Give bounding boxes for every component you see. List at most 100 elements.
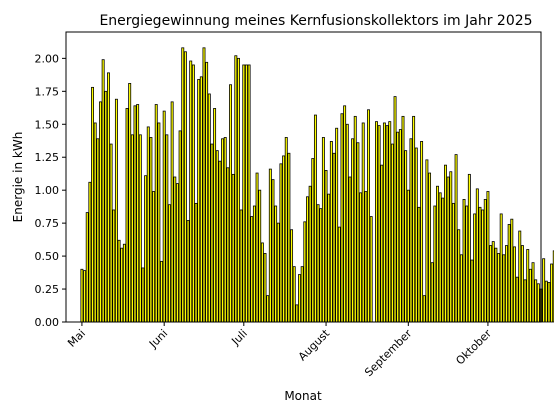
chart-title: Energiegewinnung meines Kernfusionskolle… — [99, 13, 532, 29]
bar — [531, 262, 535, 323]
bar — [441, 197, 445, 323]
bar — [205, 61, 209, 323]
bar — [229, 84, 232, 323]
bar — [138, 134, 142, 323]
y-tick-label: 0.25 — [35, 283, 60, 296]
y-tick-label: 1.00 — [35, 184, 60, 197]
bar — [329, 141, 333, 323]
bar — [175, 183, 179, 323]
bar — [449, 171, 453, 323]
bar — [510, 218, 514, 323]
bar — [377, 125, 381, 323]
bar — [380, 164, 384, 323]
bar — [247, 64, 251, 323]
bar — [292, 266, 296, 323]
bar — [210, 143, 214, 323]
bar — [133, 105, 137, 323]
bar — [491, 241, 495, 323]
bar — [194, 202, 198, 323]
bar — [130, 134, 134, 323]
bar — [502, 254, 506, 323]
bar — [425, 159, 429, 323]
bar — [263, 253, 267, 323]
bar — [417, 206, 421, 323]
bar — [128, 83, 132, 323]
bar — [91, 86, 94, 323]
bar — [146, 126, 150, 323]
bar — [515, 276, 519, 323]
y-axis: 0.00 0.25 0.50 0.75 1.00 1.25 1.50 1.75 2.00 — [35, 52, 66, 329]
bar — [284, 137, 288, 323]
bar — [266, 295, 270, 323]
y-tick-label: 2.00 — [35, 52, 60, 65]
bar — [332, 152, 336, 323]
bar — [306, 196, 309, 323]
bar — [547, 282, 551, 323]
bar — [404, 150, 408, 323]
bar — [494, 247, 498, 323]
bar — [481, 209, 485, 323]
bar — [398, 129, 402, 323]
bar — [136, 104, 140, 323]
bar — [290, 229, 294, 323]
bar — [321, 137, 325, 323]
bar — [218, 160, 222, 323]
bar — [454, 154, 458, 323]
bar — [234, 55, 238, 323]
bar — [112, 209, 116, 323]
bar — [276, 222, 280, 323]
bar — [165, 134, 169, 323]
bar — [287, 152, 291, 323]
bar — [359, 192, 363, 323]
bar — [141, 267, 145, 323]
bar — [430, 262, 434, 323]
bar — [459, 254, 463, 323]
bar — [353, 115, 357, 323]
y-tick-label: 1.75 — [35, 85, 60, 98]
bar — [268, 168, 272, 323]
bar — [213, 108, 217, 323]
bar — [528, 268, 532, 323]
bar — [478, 206, 482, 323]
bar — [120, 247, 124, 323]
bar — [99, 101, 102, 323]
bar — [345, 123, 349, 323]
bar — [497, 253, 501, 323]
bar — [197, 79, 201, 323]
bar — [252, 205, 256, 323]
bar — [311, 158, 315, 323]
bar — [406, 189, 410, 323]
bar — [422, 295, 426, 323]
bar — [513, 246, 516, 323]
bar — [96, 138, 100, 323]
bar — [199, 76, 203, 323]
bar — [470, 259, 474, 323]
bar — [255, 172, 259, 323]
bar — [162, 110, 166, 323]
bar — [324, 170, 328, 323]
bar — [327, 193, 331, 323]
bar — [282, 155, 286, 323]
y-tick-label: 0.00 — [35, 316, 60, 329]
bar — [189, 60, 193, 323]
bar — [223, 137, 227, 323]
bar — [499, 213, 503, 323]
bar — [367, 109, 370, 323]
bar — [154, 104, 158, 323]
bar — [279, 163, 283, 323]
bar — [274, 205, 278, 323]
bar — [295, 304, 299, 323]
bar — [313, 114, 317, 323]
bar — [520, 245, 524, 323]
y-tick-label: 0.75 — [35, 217, 60, 230]
bar — [107, 72, 110, 323]
bar — [473, 213, 477, 323]
bar — [160, 260, 163, 323]
bar — [231, 173, 235, 323]
bar — [451, 202, 455, 323]
bar — [446, 176, 450, 323]
bar — [149, 137, 153, 323]
bar — [507, 224, 511, 323]
bar — [109, 143, 113, 323]
